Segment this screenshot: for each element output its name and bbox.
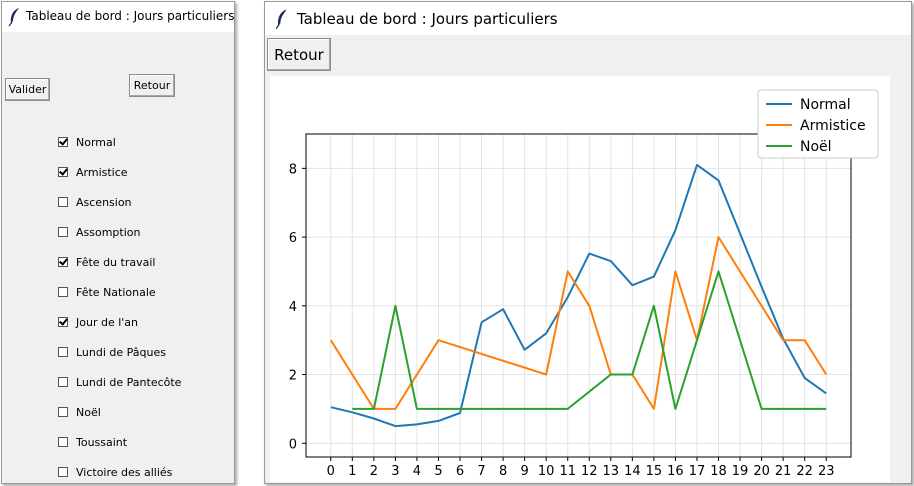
line-chart: 0 1 2 3 4 5 6 7 8 9 10 11 12 13 14 15 16 17 18 19 20 21 22 2302… [289, 89, 879, 479]
checkbox-item[interactable]: Assomption [58, 217, 181, 247]
x-tick-label: 22 [796, 464, 813, 479]
x-tick-label: 21 [775, 464, 792, 479]
checkbox[interactable] [58, 437, 68, 447]
checkbox[interactable] [58, 257, 68, 267]
checkbox[interactable] [58, 167, 68, 177]
y-tick-label: 2 [289, 369, 297, 384]
checkbox[interactable] [58, 197, 68, 207]
x-tick-label: 23 [818, 464, 835, 479]
checkbox-label: Ascension [76, 195, 132, 209]
x-tick-label: 6 [456, 464, 464, 479]
valider-button[interactable]: Valider [5, 78, 50, 101]
checkbox-label: Toussaint [76, 435, 128, 449]
axes-frame [305, 133, 852, 458]
x-tick-label: 1 [348, 464, 356, 479]
checkbox[interactable] [58, 227, 68, 237]
y-tick-label: 0 [289, 437, 297, 452]
checkbox-item[interactable]: Toussaint [58, 427, 181, 457]
checkbox-item[interactable]: Noël [58, 397, 181, 427]
checkbox-item[interactable]: Lundi de Pâques [58, 337, 181, 367]
checkbox-label: Armistice [76, 165, 128, 179]
x-tick-label: 9 [521, 464, 529, 479]
y-tick-label: 4 [289, 300, 297, 315]
y-tick-label: 6 [289, 231, 297, 246]
x-tick-label: 3 [391, 464, 399, 479]
checkbox[interactable] [58, 287, 68, 297]
x-tick-label: 16 [667, 464, 684, 479]
checkbox-label: Lundi de Pantecôte [76, 375, 182, 389]
checkbox-item[interactable]: Victoire des alliés [58, 457, 181, 483]
plot-area: 0 1 2 3 4 5 6 7 8 9 10 11 12 13 14 15 16 17 18 19 20 21 22 23 0 2… [270, 76, 890, 482]
checkbox-label: Assomption [76, 225, 141, 239]
x-tick-label: 4 [413, 464, 421, 479]
x-tick-label: 18 [710, 464, 727, 479]
x-tick-label: 15 [646, 464, 663, 479]
legend-box [757, 89, 879, 159]
checkbox-label: Jour de l'an [76, 315, 139, 329]
x-tick-label: 8 [499, 464, 507, 479]
x-tick-label: 19 [732, 464, 749, 479]
checkbox-label: Noël [76, 405, 101, 419]
y-tick-label: 8 [289, 162, 297, 177]
checkbox[interactable] [58, 137, 68, 147]
x-tick-label: 17 [689, 464, 706, 479]
legend-label: Armistice [800, 118, 866, 134]
checkbox-label: Fête Nationale [76, 285, 156, 299]
right-titlebar: Tableau de bord : Jours particuliers [265, 2, 911, 35]
x-tick-label: 2 [370, 464, 378, 479]
legend-label: Noël [800, 139, 832, 155]
retour-button[interactable]: Retour [129, 74, 175, 97]
x-tick-label: 10 [538, 464, 555, 479]
checkbox-label: Fête du travail [76, 255, 156, 269]
checkbox-item[interactable]: Fête Nationale [58, 277, 181, 307]
series-line-normal [330, 163, 827, 428]
checkbox[interactable] [58, 317, 68, 327]
x-tick-label: 0 [327, 464, 335, 479]
checkbox-item[interactable]: Ascension [58, 187, 181, 217]
x-tick-label: 14 [624, 464, 641, 479]
checkbox-label: Lundi de Pâques [76, 345, 166, 359]
checkbox-item[interactable]: Armistice [58, 157, 181, 187]
x-tick-label: 5 [434, 464, 442, 479]
holiday-checkbox-list: Normal Armistice Ascension Assomption Fête d… [58, 127, 181, 483]
checkbox[interactable] [58, 467, 68, 477]
left-window: Tableau de bord : Jours particuliers Val… [1, 1, 235, 484]
checkbox-item[interactable]: Lundi de Pantecôte [58, 367, 181, 397]
series-line-no-l [352, 270, 827, 410]
feather-icon [275, 9, 287, 30]
x-tick-label: 13 [603, 464, 620, 479]
checkbox[interactable] [58, 347, 68, 357]
right-window: Tableau de bord : Jours particuliers Ret… [264, 1, 912, 484]
x-tick-label: 20 [753, 464, 770, 479]
retour-button[interactable]: Retour [267, 38, 331, 71]
checkbox-item[interactable]: Jour de l'an [58, 307, 181, 337]
feather-icon [8, 8, 19, 27]
checkbox-item[interactable]: Normal [58, 127, 181, 157]
x-tick-label: 7 [477, 464, 485, 479]
window-title: Tableau de bord : Jours particuliers [26, 9, 235, 23]
checkbox[interactable] [58, 377, 68, 387]
x-tick-label: 12 [581, 464, 598, 479]
checkbox-label: Victoire des alliés [76, 465, 173, 479]
x-tick-label: 11 [559, 464, 576, 479]
legend-label: Normal [800, 97, 851, 113]
checkbox-label: Normal [76, 135, 116, 149]
left-titlebar: Tableau de bord : Jours particuliers [2, 2, 234, 32]
checkbox-item[interactable]: Fête du travail [58, 247, 181, 277]
window-title: Tableau de bord : Jours particuliers [297, 10, 558, 28]
checkbox[interactable] [58, 407, 68, 417]
